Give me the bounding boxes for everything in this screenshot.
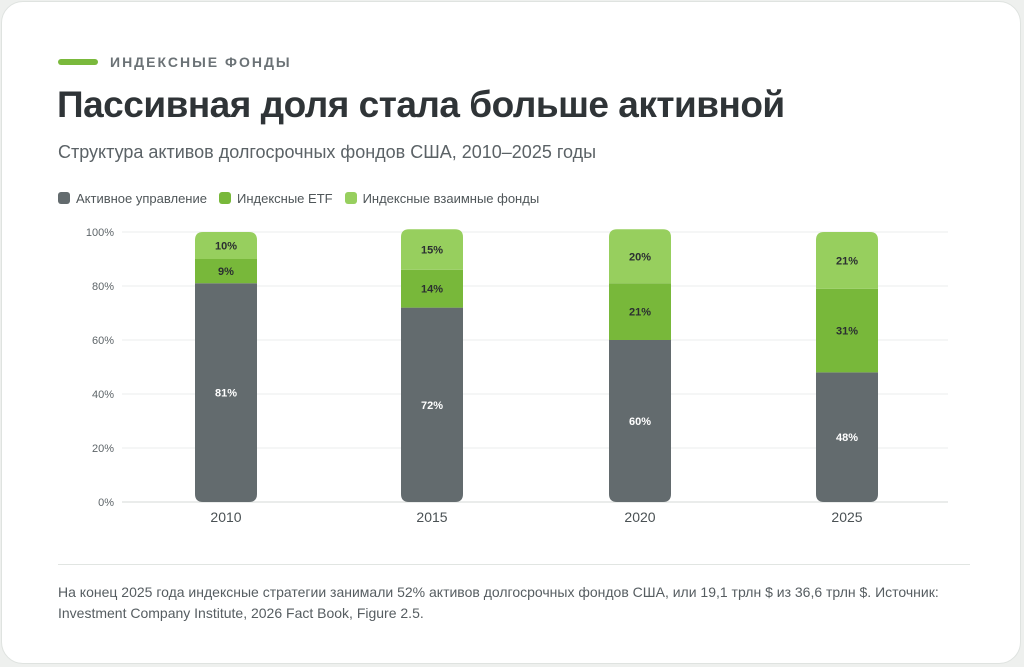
x-tick-label: 2025: [831, 509, 862, 525]
legend-swatch-etf: [218, 192, 231, 204]
bar-value-label: 48%: [836, 432, 858, 444]
y-tick-label: 60%: [92, 335, 114, 347]
legend-swatch-active: [58, 192, 70, 204]
legend-label-mutual: Индексные взаимные фонды: [362, 190, 540, 206]
bar-segment: [609, 340, 671, 502]
bar-segment: [401, 307, 463, 502]
bar-segment: [195, 259, 257, 284]
y-tick-label: 80%: [92, 281, 114, 293]
bar-value-label: 15%: [421, 245, 443, 257]
stacked-bar-chart: 0% 20% 40% 60% 80% 100% 81% 9% 10% 2010 72% 14% 15% 2…: [86, 227, 948, 525]
y-tick-label: 0%: [98, 497, 114, 509]
x-tick-label: 2020: [624, 509, 655, 525]
y-tick-label: 20%: [92, 443, 114, 455]
bar-segment: [816, 232, 878, 289]
x-tick-label: 2015: [416, 509, 447, 525]
bar-segment: [401, 229, 463, 270]
bar-value-label: 9%: [218, 266, 234, 278]
legend-label-etf: Индексные ETF: [236, 190, 333, 206]
bar-value-label: 31%: [836, 326, 858, 338]
x-tick-label: 2010: [210, 509, 241, 525]
bar-value-label: 10%: [215, 241, 237, 253]
bar-segment: [609, 229, 671, 284]
eyebrow-accent-bar: [58, 59, 98, 65]
bar-value-label: 81%: [215, 388, 237, 400]
bar-segment: [401, 269, 463, 308]
eyebrow: ИНДЕКСНЫЕ ФОНДЫ: [58, 52, 292, 72]
bar-segment: [816, 372, 878, 502]
page-title: Пассивная доля стала больше активной: [57, 84, 785, 125]
page-subtitle: Структура активов долгосрочных фондов СШ…: [58, 142, 597, 162]
bar-value-label: 21%: [836, 255, 858, 267]
bar-value-label: 60%: [629, 416, 651, 428]
footnote-divider: [58, 564, 970, 565]
legend-label-active: Активное управление: [76, 190, 207, 206]
bar-segment: [195, 283, 257, 502]
bar-value-label: 21%: [629, 307, 651, 319]
bar-segment: [195, 232, 257, 259]
bar-value-label: 72%: [421, 400, 443, 412]
y-tick-label: 100%: [86, 227, 114, 239]
bar-value-label: 14%: [421, 284, 443, 296]
bar-value-label: 20%: [629, 251, 651, 263]
y-tick-label: 40%: [92, 389, 114, 401]
legend-swatch-mutual: [344, 192, 357, 204]
chart-legend: Активное управление Индексные ETF Индекс…: [58, 190, 551, 206]
legend-item-mutual: Индексные взаимные фонды: [344, 190, 540, 206]
bar-segment: [816, 288, 878, 373]
legend-item-etf: Индексные ETF: [218, 190, 333, 206]
eyebrow-text: ИНДЕКСНЫЕ ФОНДЫ: [110, 54, 292, 70]
footnote: На конец 2025 года индексные стратегии з…: [58, 584, 939, 621]
legend-item-active: Активное управление: [58, 191, 207, 206]
bar-segment: [609, 283, 671, 340]
